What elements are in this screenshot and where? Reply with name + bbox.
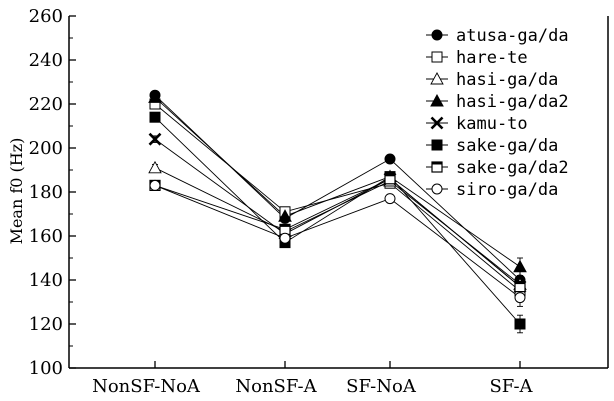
marker-shape [150,180,160,190]
legend-item: kamu-to [426,114,528,134]
y-tick-label: 240 [29,50,63,71]
legend-label: sake-ga/da2 [456,158,569,178]
legend-item: atusa-ga/da [426,26,569,46]
legend-item: siro-ga/da [426,180,558,200]
marker-shape-top [280,224,290,227]
x-tick-label: NonSF-NoA [92,376,201,397]
marker-shape [432,184,442,194]
marker-shape [432,30,442,40]
legend-marker [432,140,442,150]
data-point [514,261,526,272]
legend-label: hare-te [456,48,528,68]
marker-shape [149,162,161,173]
legend-marker [432,184,442,194]
legend-item: sake-ga/da [426,136,558,156]
legend-item: sake-ga/da2 [426,158,569,178]
legend-label: sake-ga/da [456,136,558,156]
data-point [150,112,160,122]
y-tick-label: 100 [29,358,63,379]
legend-label: kamu-to [456,114,528,134]
y-tick-label: 180 [29,182,63,203]
x-tick-label: NonSF-A [235,376,317,397]
legend-marker [432,30,442,40]
y-tick-label: 140 [29,270,63,291]
marker-shape [432,140,442,150]
marker-shape [515,293,525,303]
data-point [280,233,290,243]
y-axis-label: Mean f0 (Hz) [7,138,26,245]
legend-label: atusa-ga/da [456,26,569,46]
data-point [515,282,525,292]
marker-shape [150,112,160,122]
y-tick-label: 120 [29,314,63,335]
legend-marker [431,95,443,106]
legend-marker [432,162,442,172]
y-tick-label: 200 [29,138,63,159]
marker-shape [514,261,526,272]
data-point [150,134,161,145]
y-tick-label: 160 [29,226,63,247]
marker-shape [431,73,443,84]
x-tick-label: SF-NoA [346,376,417,397]
y-tick-label: 220 [29,94,63,115]
marker-shape [431,95,443,106]
data-point [150,180,160,190]
marker-shape [432,52,442,62]
data-point [385,194,395,204]
legend-label: hasi-ga/da [456,70,558,90]
marker-shape-top [432,162,442,165]
data-point [515,319,525,329]
legend-item: hasi-ga/da [426,70,558,90]
legend-marker [432,52,442,62]
data-point [385,154,395,164]
marker-shape [385,154,395,164]
legend-item: hare-te [426,48,528,68]
marker-shape [385,194,395,204]
legend-label: hasi-ga/da2 [456,92,569,112]
legend: atusa-ga/dahare-tehasi-ga/dahasi-ga/da2k… [426,26,569,200]
y-tick-label: 260 [29,6,63,27]
data-point [515,293,525,303]
marker-shape [515,319,525,329]
marker-shape [280,233,290,243]
marker-shape-top [515,282,525,285]
data-point [385,174,395,184]
marker-shape-top [385,174,395,177]
data-point [149,162,161,173]
legend-marker [431,73,443,84]
x-tick-label: SF-A [489,376,533,397]
legend-item: hasi-ga/da2 [426,92,569,112]
legend-label: siro-ga/da [456,180,558,200]
